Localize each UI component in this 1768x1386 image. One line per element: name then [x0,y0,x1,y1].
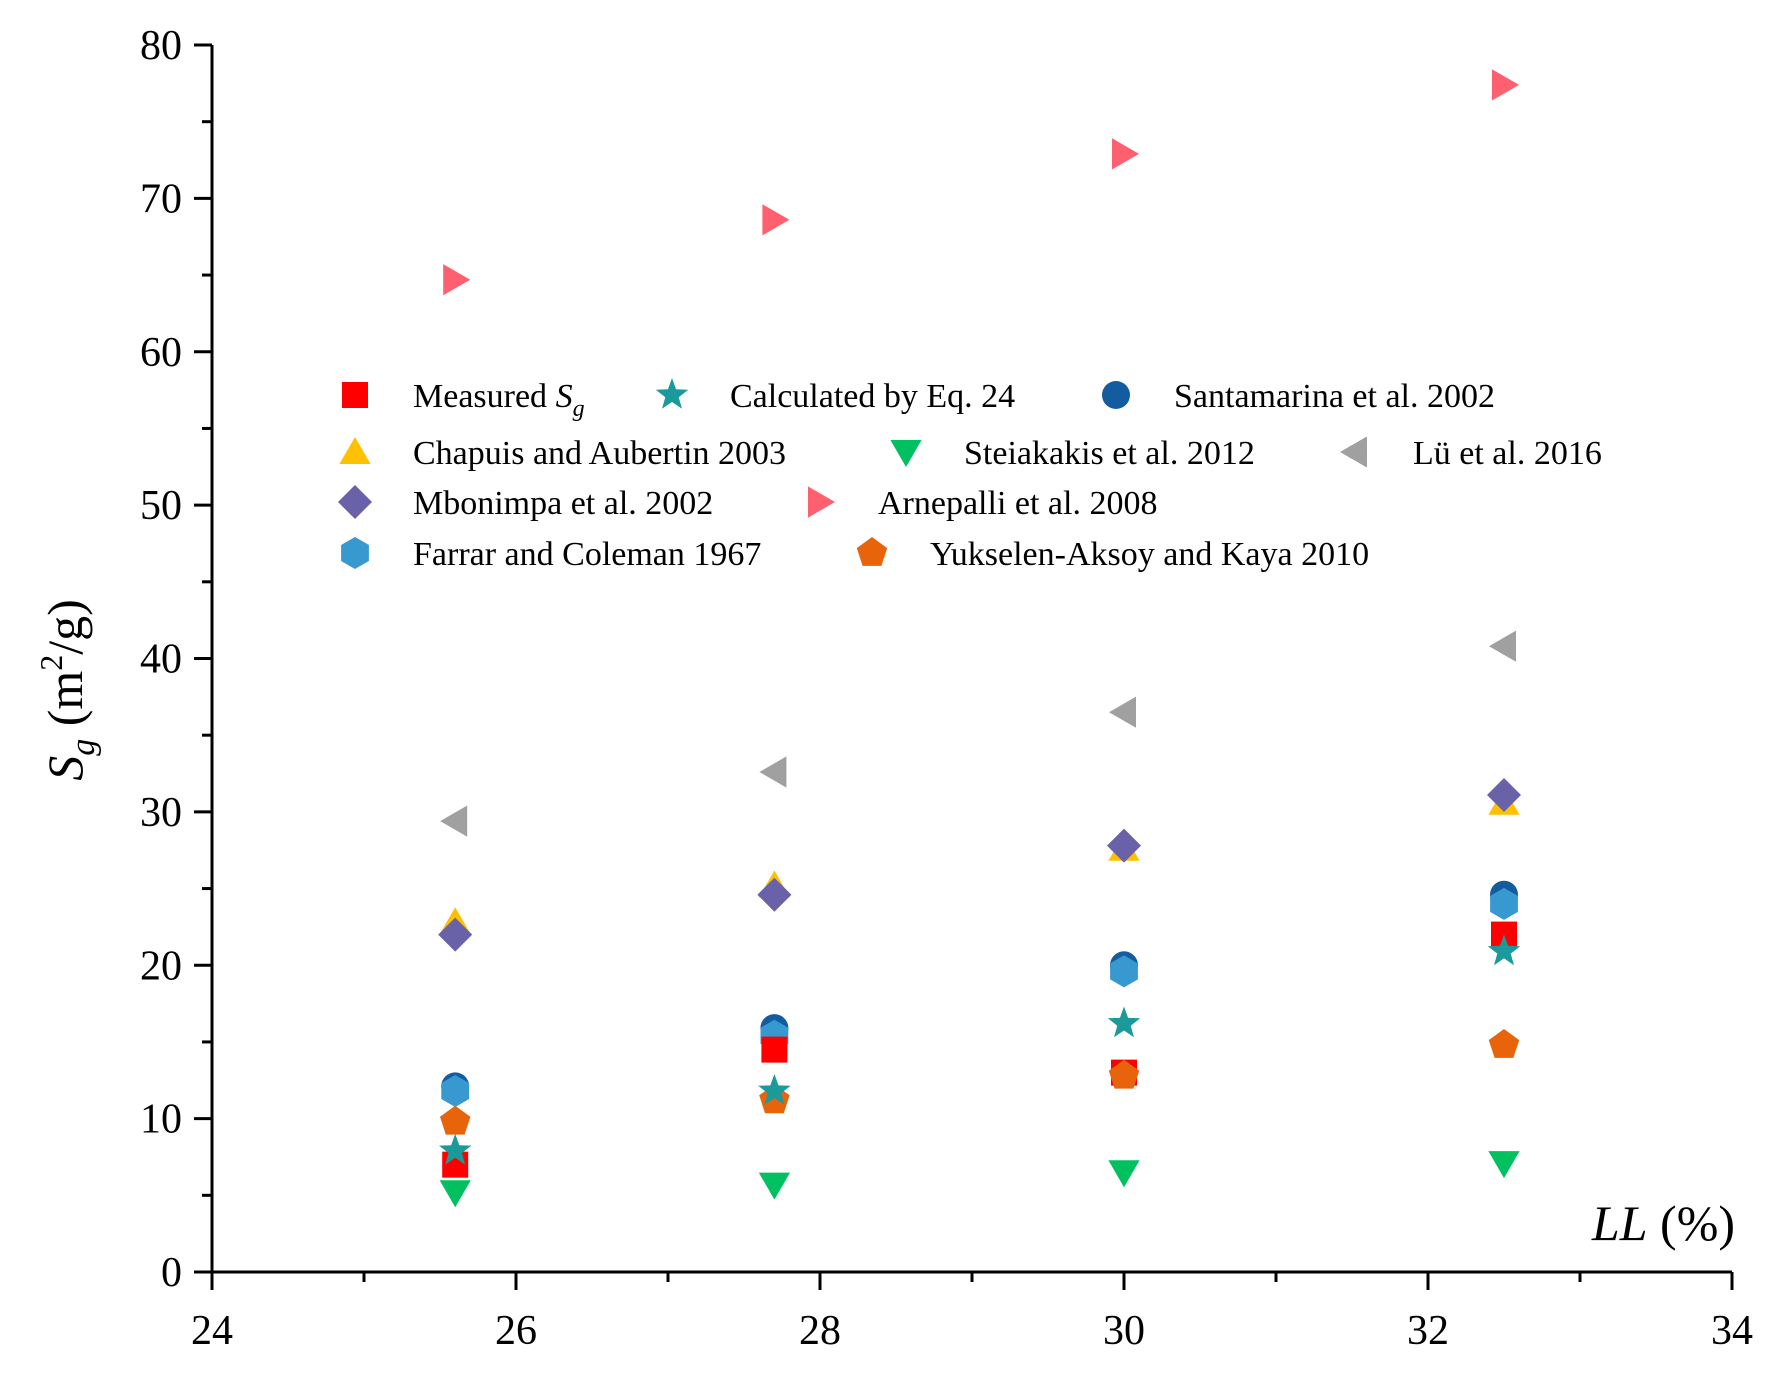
legend-label: Chapuis and Aubertin 2003 [413,435,786,472]
data-point [1487,934,1521,966]
data-point [758,1074,791,1105]
series-8 [443,69,1519,296]
y-tick-label: 0 [161,1250,182,1296]
y-axis: 0 10 20 30 40 50 60 70 80 [140,23,212,1296]
legend-item: Calculated by Eq. 24 [655,378,1015,415]
data-point [761,1036,788,1063]
legend-marker [342,382,368,408]
legend-item: Farrar and Coleman 1967 [341,536,761,573]
data-point [1490,887,1518,920]
y-tick-label: 80 [140,23,182,69]
x-tick-label: 26 [495,1308,537,1354]
data-point [438,917,473,952]
series-6 [440,630,1516,837]
legend-label: Farrar and Coleman 1967 [413,536,761,573]
legend-label: Lü et al. 2016 [1413,435,1602,472]
legend-item: Chapuis and Aubertin 2003 [339,435,786,472]
x-tick-label: 30 [1103,1308,1145,1354]
x-axis: 24 26 28 30 32 34 [191,1272,1753,1354]
legend-marker [856,537,888,566]
series-5 [439,1151,1520,1208]
x-tick-label: 28 [799,1308,841,1354]
legend: Measured Sg Calculated by Eq. 24 Santamari… [338,378,1602,573]
data-markers [438,69,1521,1208]
data-point [439,1180,471,1208]
data-point [1488,1151,1520,1179]
y-tick-label: 30 [140,790,182,836]
legend-marker [1340,436,1367,468]
data-point [1107,828,1141,863]
legend-label: Measured Sg [413,378,585,422]
data-point [440,1105,471,1135]
legend-label: Yukselen-Aksoy and Kaya 2010 [930,536,1369,573]
data-point [1488,1029,1520,1058]
data-point [443,264,471,296]
legend-label: Calculated by Eq. 24 [730,378,1015,415]
data-point [1108,1160,1140,1188]
legend-marker [655,378,689,409]
legend-marker [341,537,369,569]
legend-marker [338,485,372,519]
legend-label: Steiakakis et al. 2012 [964,435,1255,472]
legend-label: Arnepalli et al. 2008 [878,485,1157,522]
y-tick-label: 70 [140,176,182,222]
legend-item: Arnepalli et al. 2008 [808,485,1157,522]
series-3 [441,880,1518,1101]
x-tick-label: 24 [191,1308,233,1354]
legend-marker [339,437,371,464]
data-point [757,877,792,912]
legend-item: Measured Sg [342,378,585,422]
data-point [441,1075,470,1107]
data-point [1107,1006,1141,1038]
legend-item: Steiakakis et al. 2012 [890,435,1255,472]
data-point [1112,138,1139,170]
legend-marker [1102,381,1130,409]
data-point [440,805,468,837]
data-point [1110,955,1138,988]
legend-marker [808,486,835,518]
data-point [1492,69,1519,101]
data-point [1487,778,1521,812]
data-point [762,204,790,236]
y-tick-label: 20 [140,943,182,989]
data-point [759,756,787,788]
data-point [1109,696,1136,728]
x-tick-label: 32 [1407,1308,1449,1354]
data-point [1489,630,1516,662]
series-9 [441,887,1518,1107]
legend-label: Santamarina et al. 2002 [1174,378,1495,415]
data-point [1108,1059,1140,1089]
series-4 [439,787,1520,935]
series-2 [439,934,1521,1165]
y-tick-label: 50 [140,483,182,529]
data-point [439,1133,472,1165]
data-point [758,1172,790,1200]
legend-item: Mbonimpa et al. 2002 [338,485,713,522]
y-tick-label: 40 [140,637,182,683]
legend-label: Mbonimpa et al. 2002 [413,485,713,522]
y-tick-label: 60 [140,330,182,376]
y-tick-label: 10 [140,1097,182,1143]
legend-item: Lü et al. 2016 [1340,435,1602,472]
legend-item: Yukselen-Aksoy and Kaya 2010 [856,536,1369,573]
y-axis-title: Sg (m2/g) [33,599,102,781]
x-axis-title: LL (%) [1591,1195,1735,1251]
series-1 [442,921,1517,1178]
series-7 [438,778,1521,952]
plot-frame [210,45,1732,1274]
series-10 [440,1029,1520,1135]
x-tick-label: 34 [1711,1308,1753,1354]
legend-marker [890,440,922,467]
legend-item: Santamarina et al. 2002 [1102,378,1495,415]
